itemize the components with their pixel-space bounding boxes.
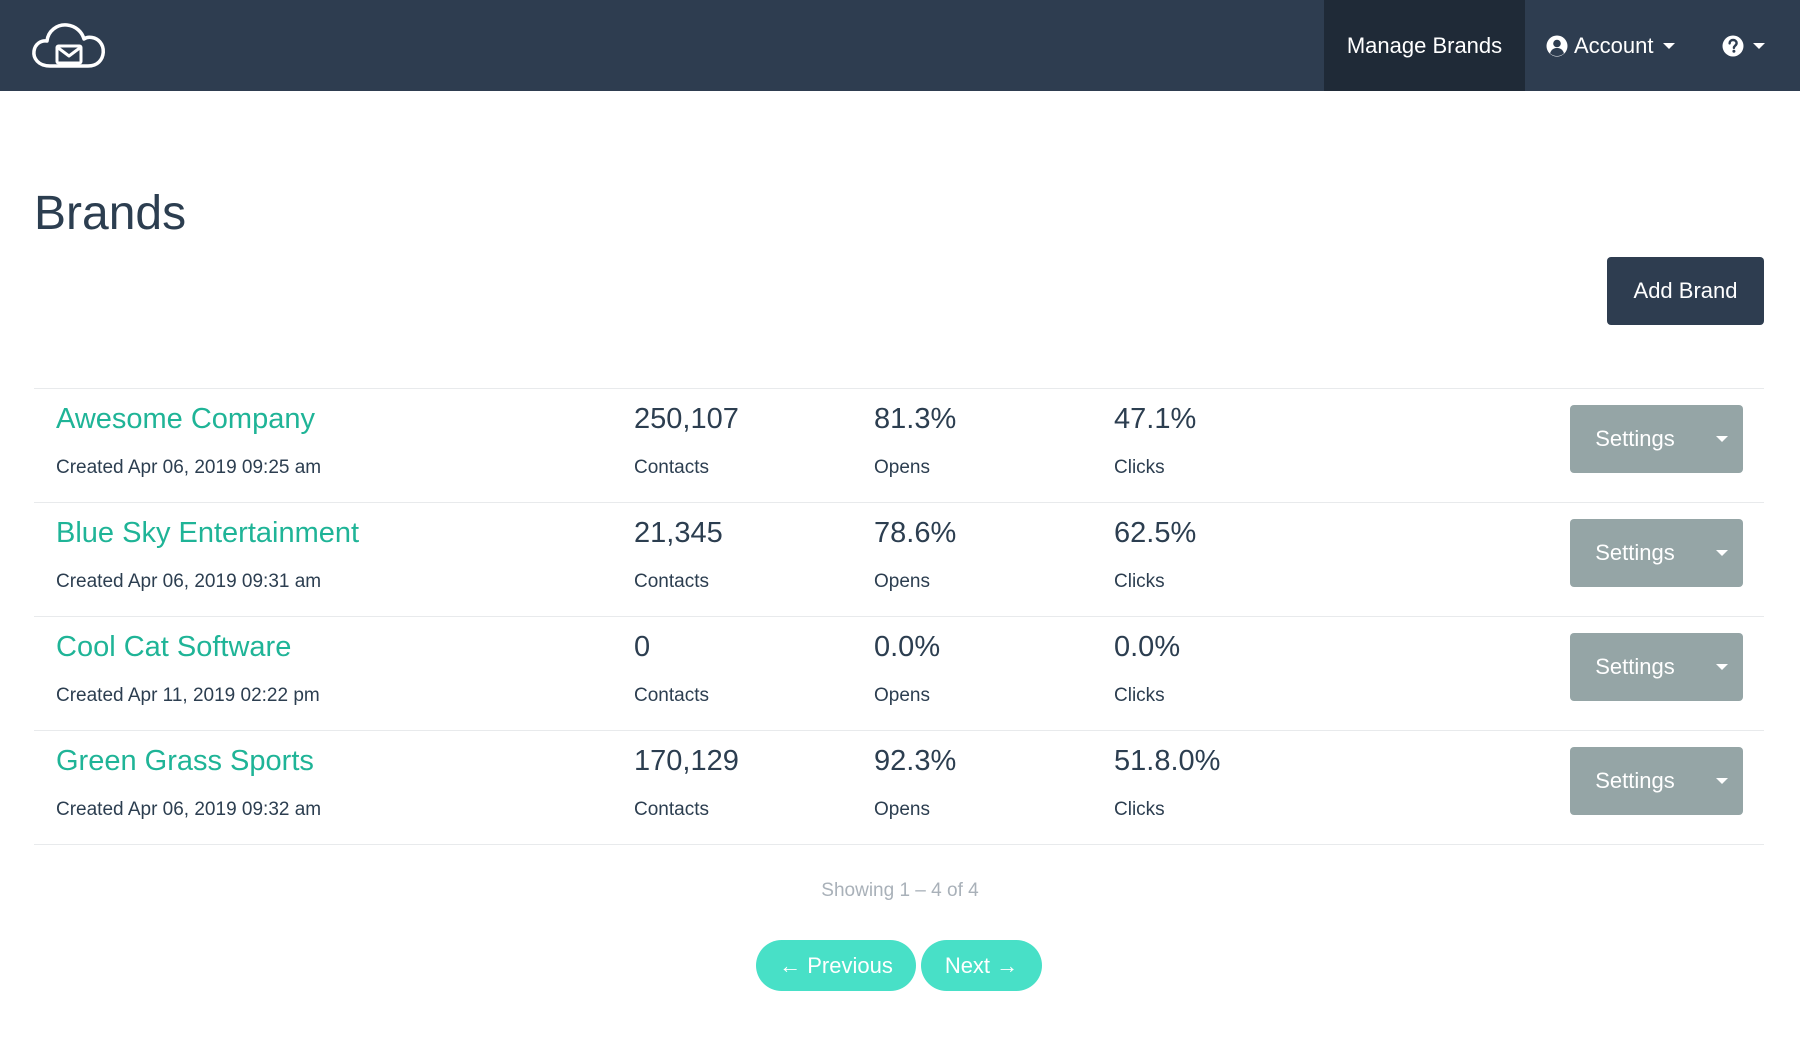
opens-label: Opens xyxy=(874,685,930,706)
nav-account-label: Account xyxy=(1574,32,1654,58)
chevron-down-icon xyxy=(1753,42,1765,49)
brand-list: Awesome Company Created Apr 06, 2019 09:… xyxy=(34,388,1764,845)
brand-row: Awesome Company Created Apr 06, 2019 09:… xyxy=(34,389,1764,503)
page-title: Brands xyxy=(34,187,187,240)
opens-label: Opens xyxy=(874,571,930,592)
nav-account-dropdown[interactable]: Account xyxy=(1546,0,1675,91)
question-circle-icon xyxy=(1722,35,1744,57)
settings-button[interactable]: Settings xyxy=(1570,747,1700,815)
settings-button-group: Settings xyxy=(1570,747,1743,815)
brand-name-link[interactable]: Blue Sky Entertainment xyxy=(56,517,360,549)
nav-help-dropdown[interactable] xyxy=(1722,0,1765,91)
chevron-down-icon xyxy=(1662,42,1675,49)
top-navbar: Manage Brands Account xyxy=(0,0,1800,91)
opens-label: Opens xyxy=(874,457,930,478)
clicks-label: Clicks xyxy=(1114,685,1165,706)
previous-page-button[interactable]: ← Previous xyxy=(756,940,916,991)
contacts-label: Contacts xyxy=(634,571,709,592)
settings-button[interactable]: Settings xyxy=(1570,405,1700,473)
settings-button[interactable]: Settings xyxy=(1570,519,1700,587)
settings-button-group: Settings xyxy=(1570,519,1743,587)
chevron-down-icon xyxy=(1715,550,1728,556)
nav-manage-brands[interactable]: Manage Brands xyxy=(1324,0,1525,91)
chevron-down-icon xyxy=(1715,664,1728,670)
contacts-label: Contacts xyxy=(634,685,709,706)
contacts-count: 250,107 xyxy=(634,403,739,435)
settings-dropdown-toggle[interactable] xyxy=(1700,519,1743,587)
brand-created-date: Created Apr 06, 2019 09:32 am xyxy=(56,799,322,820)
settings-dropdown-toggle[interactable] xyxy=(1700,747,1743,815)
opens-label: Opens xyxy=(874,799,930,820)
brand-created-date: Created Apr 06, 2019 09:25 am xyxy=(56,457,322,478)
opens-rate: 81.3% xyxy=(874,403,957,435)
settings-dropdown-toggle[interactable] xyxy=(1700,633,1743,701)
brand-name-link[interactable]: Cool Cat Software xyxy=(56,631,292,663)
settings-button[interactable]: Settings xyxy=(1570,633,1700,701)
clicks-label: Clicks xyxy=(1114,799,1165,820)
contacts-label: Contacts xyxy=(634,457,709,478)
pagination-info: Showing 1 – 4 of 4 xyxy=(821,880,979,901)
contacts-count: 0 xyxy=(634,631,651,663)
clicks-label: Clicks xyxy=(1114,457,1165,478)
chevron-down-icon xyxy=(1715,778,1728,784)
clicks-rate: 62.5% xyxy=(1114,517,1197,549)
cloud-mail-logo-icon[interactable] xyxy=(30,20,108,72)
brand-row: Cool Cat Software Created Apr 11, 2019 0… xyxy=(34,617,1764,731)
contacts-count: 21,345 xyxy=(634,517,723,549)
brand-created-date: Created Apr 11, 2019 02:22 pm xyxy=(56,685,320,706)
clicks-rate: 47.1% xyxy=(1114,403,1197,435)
settings-button-group: Settings xyxy=(1570,633,1743,701)
contacts-count: 170,129 xyxy=(634,745,739,777)
brand-name-link[interactable]: Green Grass Sports xyxy=(56,745,314,777)
clicks-rate: 0.0% xyxy=(1114,631,1181,663)
clicks-label: Clicks xyxy=(1114,571,1165,592)
add-brand-button[interactable]: Add Brand xyxy=(1607,257,1764,325)
brand-row: Green Grass Sports Created Apr 06, 2019 … xyxy=(34,731,1764,845)
settings-dropdown-toggle[interactable] xyxy=(1700,405,1743,473)
settings-button-group: Settings xyxy=(1570,405,1743,473)
brand-row: Blue Sky Entertainment Created Apr 06, 2… xyxy=(34,503,1764,617)
nav-manage-brands-label: Manage Brands xyxy=(1346,32,1503,58)
next-page-button[interactable]: Next → xyxy=(921,940,1042,991)
brand-created-date: Created Apr 06, 2019 09:31 am xyxy=(56,571,322,592)
opens-rate: 0.0% xyxy=(874,631,941,663)
clicks-rate: 51.8.0% xyxy=(1114,745,1221,777)
brand-name-link[interactable]: Awesome Company xyxy=(56,403,315,435)
contacts-label: Contacts xyxy=(634,799,709,820)
chevron-down-icon xyxy=(1715,436,1728,442)
opens-rate: 92.3% xyxy=(874,745,957,777)
user-circle-icon xyxy=(1546,35,1568,57)
opens-rate: 78.6% xyxy=(874,517,957,549)
